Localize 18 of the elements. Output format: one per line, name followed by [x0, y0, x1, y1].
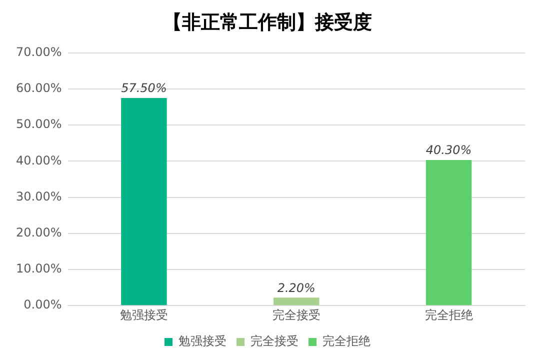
y-tick-label: 60.00%: [16, 81, 62, 96]
y-tick-label: 30.00%: [16, 189, 62, 204]
x-tick-label: 勉强接受: [120, 308, 168, 322]
x-tick-label: 完全拒绝: [424, 308, 473, 322]
data-label: 57.50%: [121, 81, 167, 96]
y-tick-label: 20.00%: [16, 225, 62, 240]
legend-label: 完全拒绝: [322, 334, 370, 348]
legend-label: 完全接受: [250, 334, 298, 348]
data-label: 2.20%: [277, 280, 316, 295]
data-label: 40.30%: [426, 143, 472, 158]
x-tick-label: 完全接受: [272, 308, 320, 322]
y-tick-label: 40.00%: [16, 153, 62, 168]
legend-label: 勉强接受: [178, 334, 226, 348]
y-tick-label: 70.00%: [16, 44, 62, 59]
y-tick-label: 10.00%: [16, 262, 62, 276]
y-tick-label: 0.00%: [24, 298, 62, 312]
y-tick-label: 50.00%: [16, 117, 62, 132]
chart-title: 【非正常工作制】接受度: [163, 11, 372, 34]
